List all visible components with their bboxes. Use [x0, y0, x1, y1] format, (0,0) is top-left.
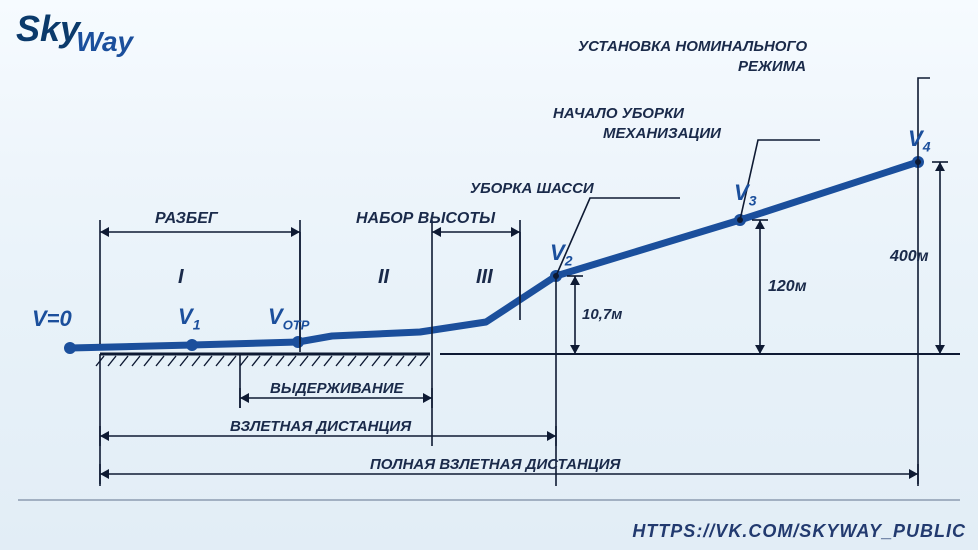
top-label-razbeg: РАЗБЕГ — [155, 210, 218, 228]
hdim-poln: ПОЛНАЯ ВЗЛЕТНАЯ ДИСТАНЦИЯ — [370, 456, 620, 473]
vdim-h107: 10,7м — [582, 306, 622, 323]
leader-0-line1: УБОРКА ШАССИ — [470, 180, 594, 197]
phase-I: I — [178, 266, 184, 289]
source-url: HTTPS://VK.COM/SKYWAY_PUBLIC — [632, 521, 966, 542]
logo-text-2: Way — [76, 26, 133, 57]
phase-III: III — [476, 266, 493, 289]
hdim-vzlet: ВЗЛЕТНАЯ ДИСТАНЦИЯ — [230, 418, 411, 435]
phase-II: II — [378, 266, 389, 289]
vdim-h400: 400м — [890, 248, 929, 266]
leader-1-line1: НАЧАЛО УБОРКИ — [553, 105, 684, 122]
leader-2-line1: УСТАНОВКА НОМИНАЛЬНОГО — [578, 38, 807, 55]
vdim-h120: 120м — [768, 278, 807, 296]
v-label-V1: V1 — [178, 304, 200, 332]
leader-1-line2: МЕХАНИЗАЦИИ — [603, 125, 721, 142]
v-label-V0: V=0 — [32, 306, 72, 332]
v-label-V2: V2 — [550, 240, 572, 268]
v-label-Votr: VОТР — [268, 304, 309, 332]
hdim-vyder: ВЫДЕРЖИВАНИЕ — [270, 380, 404, 397]
leader-2-line2: РЕЖИМА — [738, 58, 806, 75]
top-label-nabor: НАБОР ВЫСОТЫ — [356, 210, 495, 228]
logo: SkyWay — [16, 8, 133, 50]
v-label-V4: V4 — [908, 126, 930, 154]
logo-text-1: Sky — [16, 8, 80, 49]
v-label-V3: V3 — [734, 180, 756, 208]
